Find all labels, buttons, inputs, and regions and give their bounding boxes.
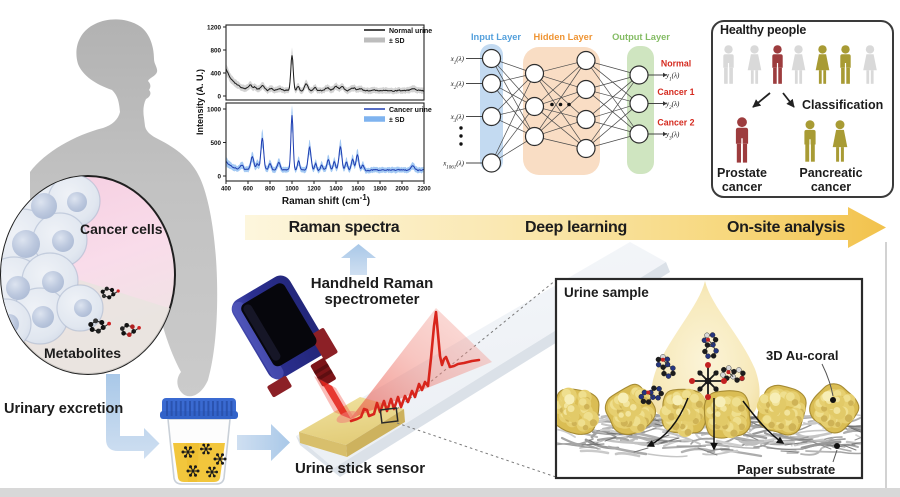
svg-text:Healthy people: Healthy people: [720, 23, 806, 37]
svg-text:Normal: Normal: [661, 59, 691, 69]
svg-text:1200: 1200: [207, 25, 222, 32]
svg-text:2200: 2200: [417, 187, 431, 193]
svg-text:x2(λ): x2(λ): [450, 80, 465, 91]
svg-text:y1(λ): y1(λ): [665, 72, 680, 83]
svg-text:Classification: Classification: [802, 98, 883, 112]
svg-text:800: 800: [210, 48, 221, 55]
svg-text:1000: 1000: [207, 107, 222, 114]
svg-text:1600: 1600: [351, 187, 365, 193]
svg-text:400: 400: [210, 71, 221, 78]
svg-text:Cancer 1: Cancer 1: [657, 87, 694, 97]
svg-text:3D Au-coral: 3D Au-coral: [766, 348, 838, 363]
svg-text:cancer: cancer: [811, 180, 851, 194]
svg-text:Prostate: Prostate: [717, 166, 767, 180]
svg-text:800: 800: [265, 187, 276, 193]
svg-text:Raman shift (cm-1): Raman shift (cm-1): [282, 193, 370, 208]
svg-text:1400: 1400: [329, 187, 343, 193]
svg-text:1000: 1000: [285, 187, 299, 193]
svg-text:1800: 1800: [373, 187, 387, 193]
svg-text:0: 0: [217, 174, 221, 181]
svg-text:± SD: ± SD: [389, 117, 405, 124]
svg-text:2000: 2000: [395, 187, 409, 193]
svg-text:Paper substrate: Paper substrate: [737, 462, 835, 477]
svg-text:0: 0: [217, 94, 221, 101]
svg-text:400: 400: [221, 187, 232, 193]
svg-text:1200: 1200: [307, 187, 321, 193]
svg-text:Hidden Layer: Hidden Layer: [534, 32, 593, 42]
svg-text:cancer: cancer: [722, 180, 762, 194]
svg-text:Cancer urine: Cancer urine: [389, 107, 432, 114]
svg-text:x1(λ): x1(λ): [450, 55, 465, 66]
svg-text:Urine sample: Urine sample: [564, 285, 649, 300]
svg-text:Output Layer: Output Layer: [612, 32, 670, 42]
svg-text:Cancer 2: Cancer 2: [657, 118, 694, 128]
svg-text:Intensity (A. U.): Intensity (A. U.): [195, 69, 205, 135]
svg-text:± SD: ± SD: [389, 38, 405, 45]
svg-text:y2(λ): y2(λ): [665, 100, 680, 111]
svg-text:Pancreatic: Pancreatic: [799, 166, 862, 180]
svg-text:Input Layer: Input Layer: [471, 32, 521, 42]
svg-text:500: 500: [210, 140, 221, 147]
svg-text:y3(λ): y3(λ): [665, 131, 680, 142]
svg-text:600: 600: [243, 187, 254, 193]
svg-text:x3(λ): x3(λ): [450, 113, 465, 124]
svg-text:Normal urine: Normal urine: [389, 28, 432, 35]
svg-text:x1061(λ): x1061(λ): [442, 160, 464, 171]
